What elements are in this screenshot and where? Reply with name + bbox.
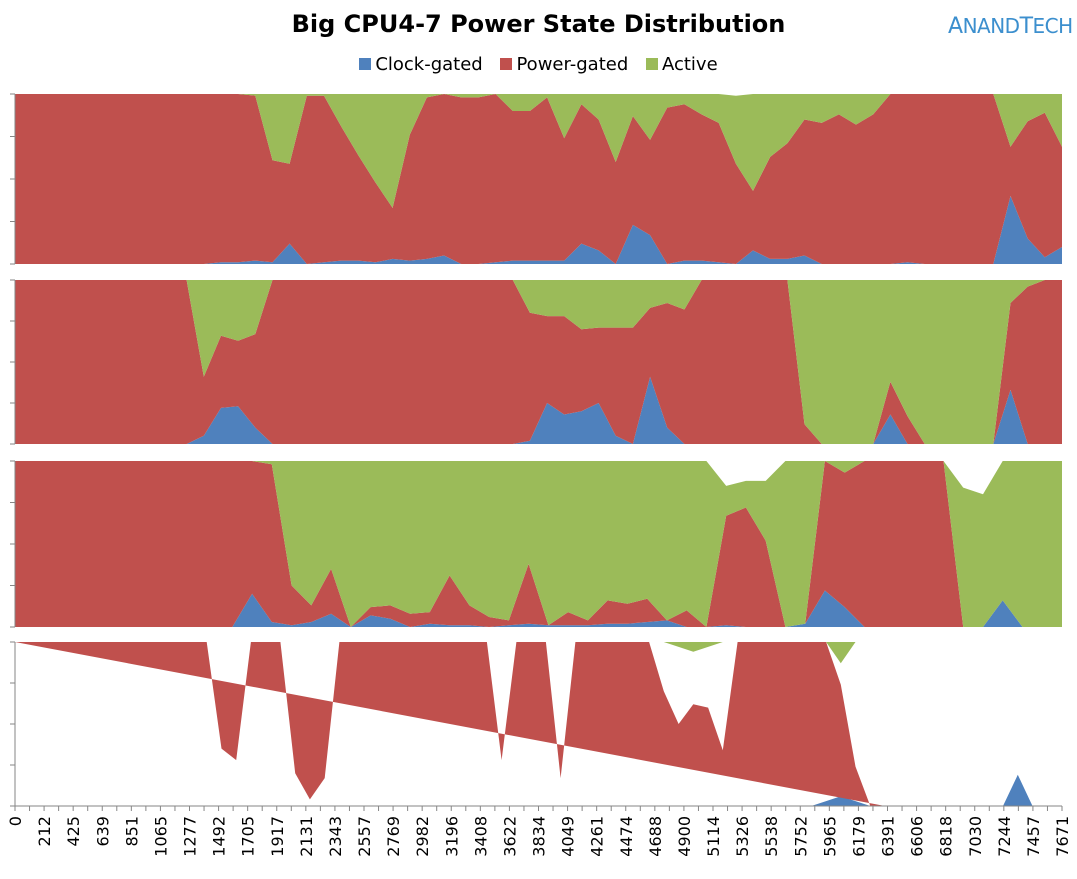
x-tick-label: 425 [64, 816, 83, 847]
x-tick-label: 2557 [355, 816, 374, 857]
area-power-gated-cpu4 [15, 94, 1062, 264]
legend-label-clock-gated: Clock-gated [375, 54, 483, 75]
x-tick-label: 7244 [995, 816, 1014, 857]
x-tick-label: 2131 [297, 816, 316, 857]
x-tick-label: 7030 [966, 816, 985, 857]
x-tick-label: 5538 [762, 816, 781, 857]
legend-label-active: Active [661, 54, 718, 75]
panel-cpu6 [10, 460, 1062, 628]
x-tick-label: 1065 [151, 816, 170, 857]
x-tick-label: 0 [6, 816, 25, 826]
legend-item-power-gated: Power-gated [500, 54, 628, 75]
chart-title: Big CPU4-7 Power State Distribution [291, 10, 786, 38]
legend-swatch-clock-gated [359, 58, 372, 70]
legend-item-clock-gated: Clock-gated [359, 54, 483, 75]
x-tick-label: 3408 [471, 816, 490, 857]
x-tick-label: 2343 [326, 816, 345, 857]
x-tick-label: 5752 [791, 816, 810, 857]
area-active-cpu5 [15, 280, 1062, 444]
x-tick-label: 5965 [820, 816, 839, 857]
x-tick-label: 3834 [530, 816, 549, 857]
panel-cpu7 [10, 641, 1062, 807]
x-tick-label: 2982 [413, 816, 432, 857]
x-tick-label: 1492 [210, 816, 229, 857]
legend-label-power-gated: Power-gated [516, 54, 629, 75]
legend: Clock-gated Power-gated Active [0, 54, 1077, 75]
x-tick-label: 639 [93, 816, 112, 847]
legend-item-active: Active [645, 54, 718, 75]
x-tick-label: 1705 [239, 816, 258, 857]
x-tick-label: 3196 [442, 816, 461, 857]
x-tick-label: 1277 [181, 816, 200, 857]
area-clock-gated-cpu5 [15, 376, 1062, 444]
x-tick-label: 6606 [908, 816, 927, 857]
x-tick-label: 4474 [617, 816, 636, 857]
x-tick-label: 851 [122, 816, 141, 847]
x-tick-label: 4688 [646, 816, 665, 857]
x-tick-label: 7671 [1053, 816, 1072, 857]
x-tick-label: 6391 [879, 816, 898, 857]
x-tick-label: 4261 [588, 816, 607, 857]
x-tick-label: 6179 [849, 816, 868, 857]
x-tick-label: 5326 [733, 816, 752, 857]
panel-cpu4 [10, 93, 1062, 265]
anandtech-logo: ANANDTECH [948, 14, 1073, 39]
area-active-cpu4 [15, 94, 1062, 208]
x-tick-label: 5114 [704, 816, 723, 857]
area-power-gated-cpu6 [15, 461, 1062, 627]
area-clock-gated-cpu7 [15, 774, 1062, 806]
x-tick-label: 4049 [559, 816, 578, 857]
area-active-cpu6 [15, 461, 1062, 627]
legend-swatch-power-gated [500, 58, 513, 70]
area-power-gated-cpu5 [15, 280, 1062, 444]
panel-cpu5 [10, 279, 1062, 445]
area-power-gated-cpu7 [15, 642, 885, 806]
legend-swatch-active [645, 58, 658, 70]
x-tick-label: 4900 [675, 816, 694, 857]
x-tick-label: 3622 [500, 816, 519, 857]
x-tick-label: 1917 [268, 816, 287, 857]
x-tick-label: 7457 [1024, 816, 1043, 857]
x-tick-label: 2769 [384, 816, 403, 857]
x-tick-label: 6818 [937, 816, 956, 857]
x-tick-label: 212 [35, 816, 54, 847]
